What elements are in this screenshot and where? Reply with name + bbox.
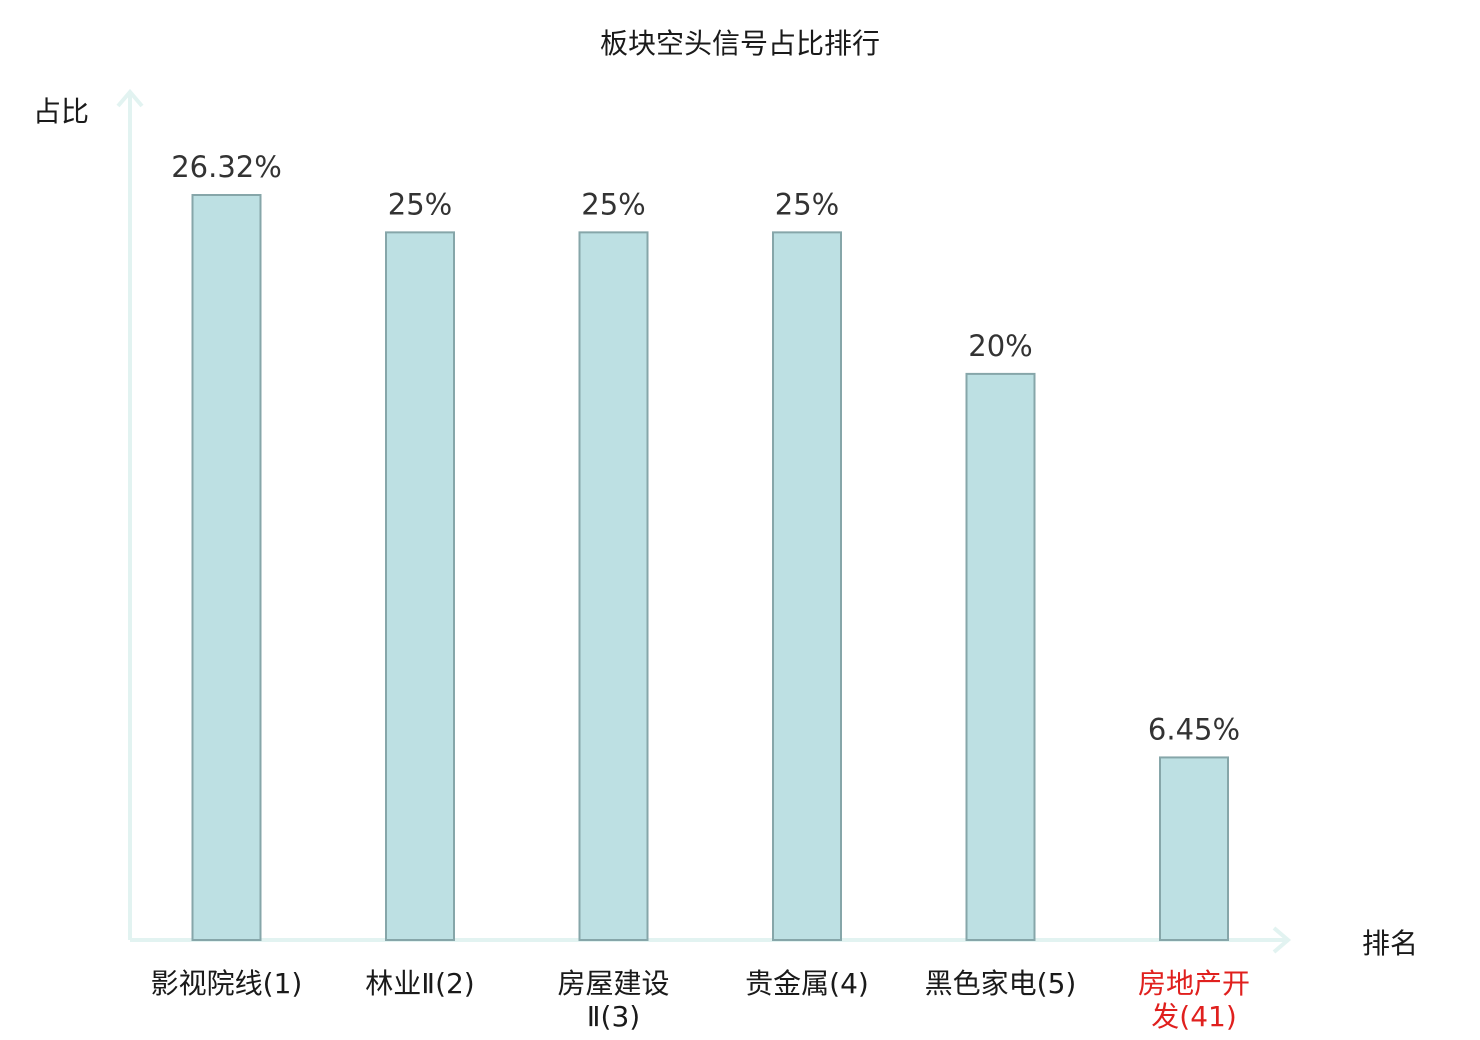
category-label-2: 林业Ⅱ(2): [365, 967, 474, 1000]
category-name: 影视院线: [151, 967, 263, 1000]
bar-5: [965, 372, 1036, 941]
value-label-6: 6.45%: [1148, 712, 1240, 746]
chart-title: 板块空头信号占比排行: [600, 27, 880, 60]
bar-4: [772, 231, 842, 941]
category-rank: (2): [435, 967, 475, 1000]
x-axis: [130, 926, 1292, 954]
y-axis: [116, 88, 144, 940]
bar-2: [385, 231, 455, 941]
category-label-4: 贵金属(4): [745, 967, 869, 1000]
value-label-2: 25%: [388, 187, 452, 221]
category-name-line1: 房屋建设: [557, 967, 669, 1000]
bar-1: [191, 194, 262, 941]
value-labels-group: 26.32% 25% 25% 25% 20% 6.45%: [171, 150, 1240, 746]
bar-3: [578, 231, 649, 941]
category-rank: (5): [1037, 967, 1077, 1000]
category-name-line2: Ⅱ: [587, 1000, 601, 1033]
category-name-line2: 发: [1151, 1000, 1179, 1033]
category-label-6: 房地产开发(41): [1138, 967, 1250, 1033]
category-label-1: 影视院线(1): [151, 967, 303, 1000]
bar-6: [1159, 756, 1229, 941]
category-name: 黑色家电: [925, 967, 1037, 1000]
category-name-line1: 房地产开: [1138, 967, 1250, 1000]
category-name: 林业Ⅱ: [365, 967, 435, 1000]
value-label-5: 20%: [968, 329, 1032, 363]
category-rank: (3): [601, 1000, 641, 1033]
category-name: 贵金属: [745, 967, 829, 1000]
value-label-1: 26.32%: [171, 150, 282, 184]
category-label-3: 房屋建设 Ⅱ(3): [557, 967, 669, 1033]
category-rank: (1): [263, 967, 303, 1000]
x-axis-label: 排名: [1362, 927, 1418, 960]
category-labels-group: 影视院线(1) 林业Ⅱ(2) 房屋建设 Ⅱ(3)贵金属(4) 黑色家电(5) 房地产开发(…: [151, 967, 1250, 1033]
category-rank: (41): [1179, 1000, 1236, 1033]
category-label-5: 黑色家电(5): [925, 967, 1077, 1000]
value-label-3: 25%: [581, 187, 645, 221]
value-label-4: 25%: [775, 187, 839, 221]
category-rank: (4): [829, 967, 869, 1000]
y-axis-label: 占比: [33, 95, 89, 128]
bars-group: [191, 194, 1229, 941]
